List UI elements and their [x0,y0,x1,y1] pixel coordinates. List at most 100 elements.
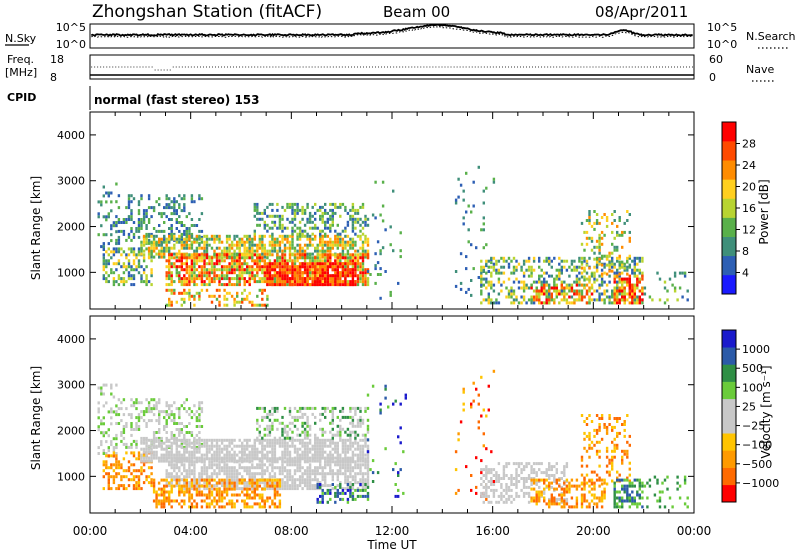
power-cell [163,253,165,256]
velocity-cell [211,502,213,505]
velocity-cell [163,454,165,457]
power-cell [621,296,623,299]
power-cell [354,233,356,236]
velocity-cell [342,460,344,463]
power-colorbar-tick-label: 12 [742,224,756,237]
velocity-cell [120,440,122,443]
velocity-cell [289,413,291,416]
velocity-cell [281,457,283,460]
power-cell [291,259,293,262]
power-colorbar-tick-label: 20 [742,181,756,194]
power-cell [271,247,273,250]
power-cell [233,235,235,238]
power-cell [113,271,115,274]
velocity-cell [163,442,165,445]
power-cell [603,281,605,284]
power-cell [530,301,532,304]
power-cell [614,275,616,278]
date-label: 08/Apr/2011 [595,3,688,21]
velocity-cell [206,454,208,457]
power-cell [488,270,490,273]
power-cell [161,238,163,241]
power-cell [354,212,356,215]
power-cell [332,209,334,212]
power-cell [294,262,296,265]
velocity-cell [274,410,276,413]
power-cell [150,215,152,218]
velocity-cell [319,451,321,454]
velocity-cell [226,460,228,463]
power-cell [274,280,276,283]
velocity-cell [364,445,366,448]
velocity-cell [206,457,208,460]
power-cell [171,238,173,241]
velocity-cell [120,478,122,481]
velocity-cell [322,472,324,475]
power-cell [193,277,195,280]
velocity-cell [148,401,150,404]
velocity-cell [339,469,341,472]
velocity-cell [231,457,233,460]
velocity-cell [261,454,263,457]
velocity-cell [150,457,152,460]
velocity-cell [166,457,168,460]
velocity-cell [367,445,369,448]
power-cell [309,238,311,241]
power-cell [140,224,142,227]
velocity-cell [254,494,256,497]
power-cell [339,256,341,259]
power-cell [319,244,321,247]
power-cell [264,277,266,280]
power-cell [583,287,585,290]
power-cell [596,240,598,243]
velocity-cell [103,475,105,478]
velocity-cell [233,478,235,481]
velocity-cell [133,475,135,478]
power-cell [505,296,507,299]
power-cell [155,200,157,203]
power-cell [364,235,366,238]
power-cell [362,265,364,268]
power-cell [233,259,235,262]
power-cell [619,234,621,237]
velocity-cell [339,472,341,475]
velocity-cell [203,466,205,469]
velocity-cell [191,446,193,449]
power-cell [593,298,595,301]
power-cell [251,271,253,274]
velocity-cell [168,482,170,485]
velocity-cell [125,487,127,490]
velocity-cell [213,457,215,460]
power-cell [543,278,545,281]
power-cell [211,235,213,238]
velocity-cell [274,494,276,497]
velocity-cell [133,487,135,490]
velocity-cell [158,410,160,413]
velocity-cell [128,446,130,449]
velocity-cell [279,466,281,469]
velocity-cell [130,422,132,425]
power-cell [639,290,641,293]
power-cell [203,259,205,262]
velocity-cell [186,425,188,428]
velocity-cell [274,437,276,440]
velocity-cell [347,466,349,469]
velocity-cell [274,445,276,448]
power-cell [226,292,228,295]
beam-label: Beam 00 [383,3,450,21]
power-cell [352,253,354,256]
velocity-cell [100,431,102,434]
power-cell [218,274,220,277]
velocity-cell [312,472,314,475]
power-cell [548,275,550,278]
velocity-cell [239,479,241,482]
velocity-cell [246,460,248,463]
power-cell [314,259,316,262]
velocity-cell [279,457,281,460]
power-cell [322,274,324,277]
power-cell [178,221,180,224]
power-cell [289,253,291,256]
power-cell [286,262,288,265]
power-cell [173,280,175,283]
power-cell [201,274,203,277]
